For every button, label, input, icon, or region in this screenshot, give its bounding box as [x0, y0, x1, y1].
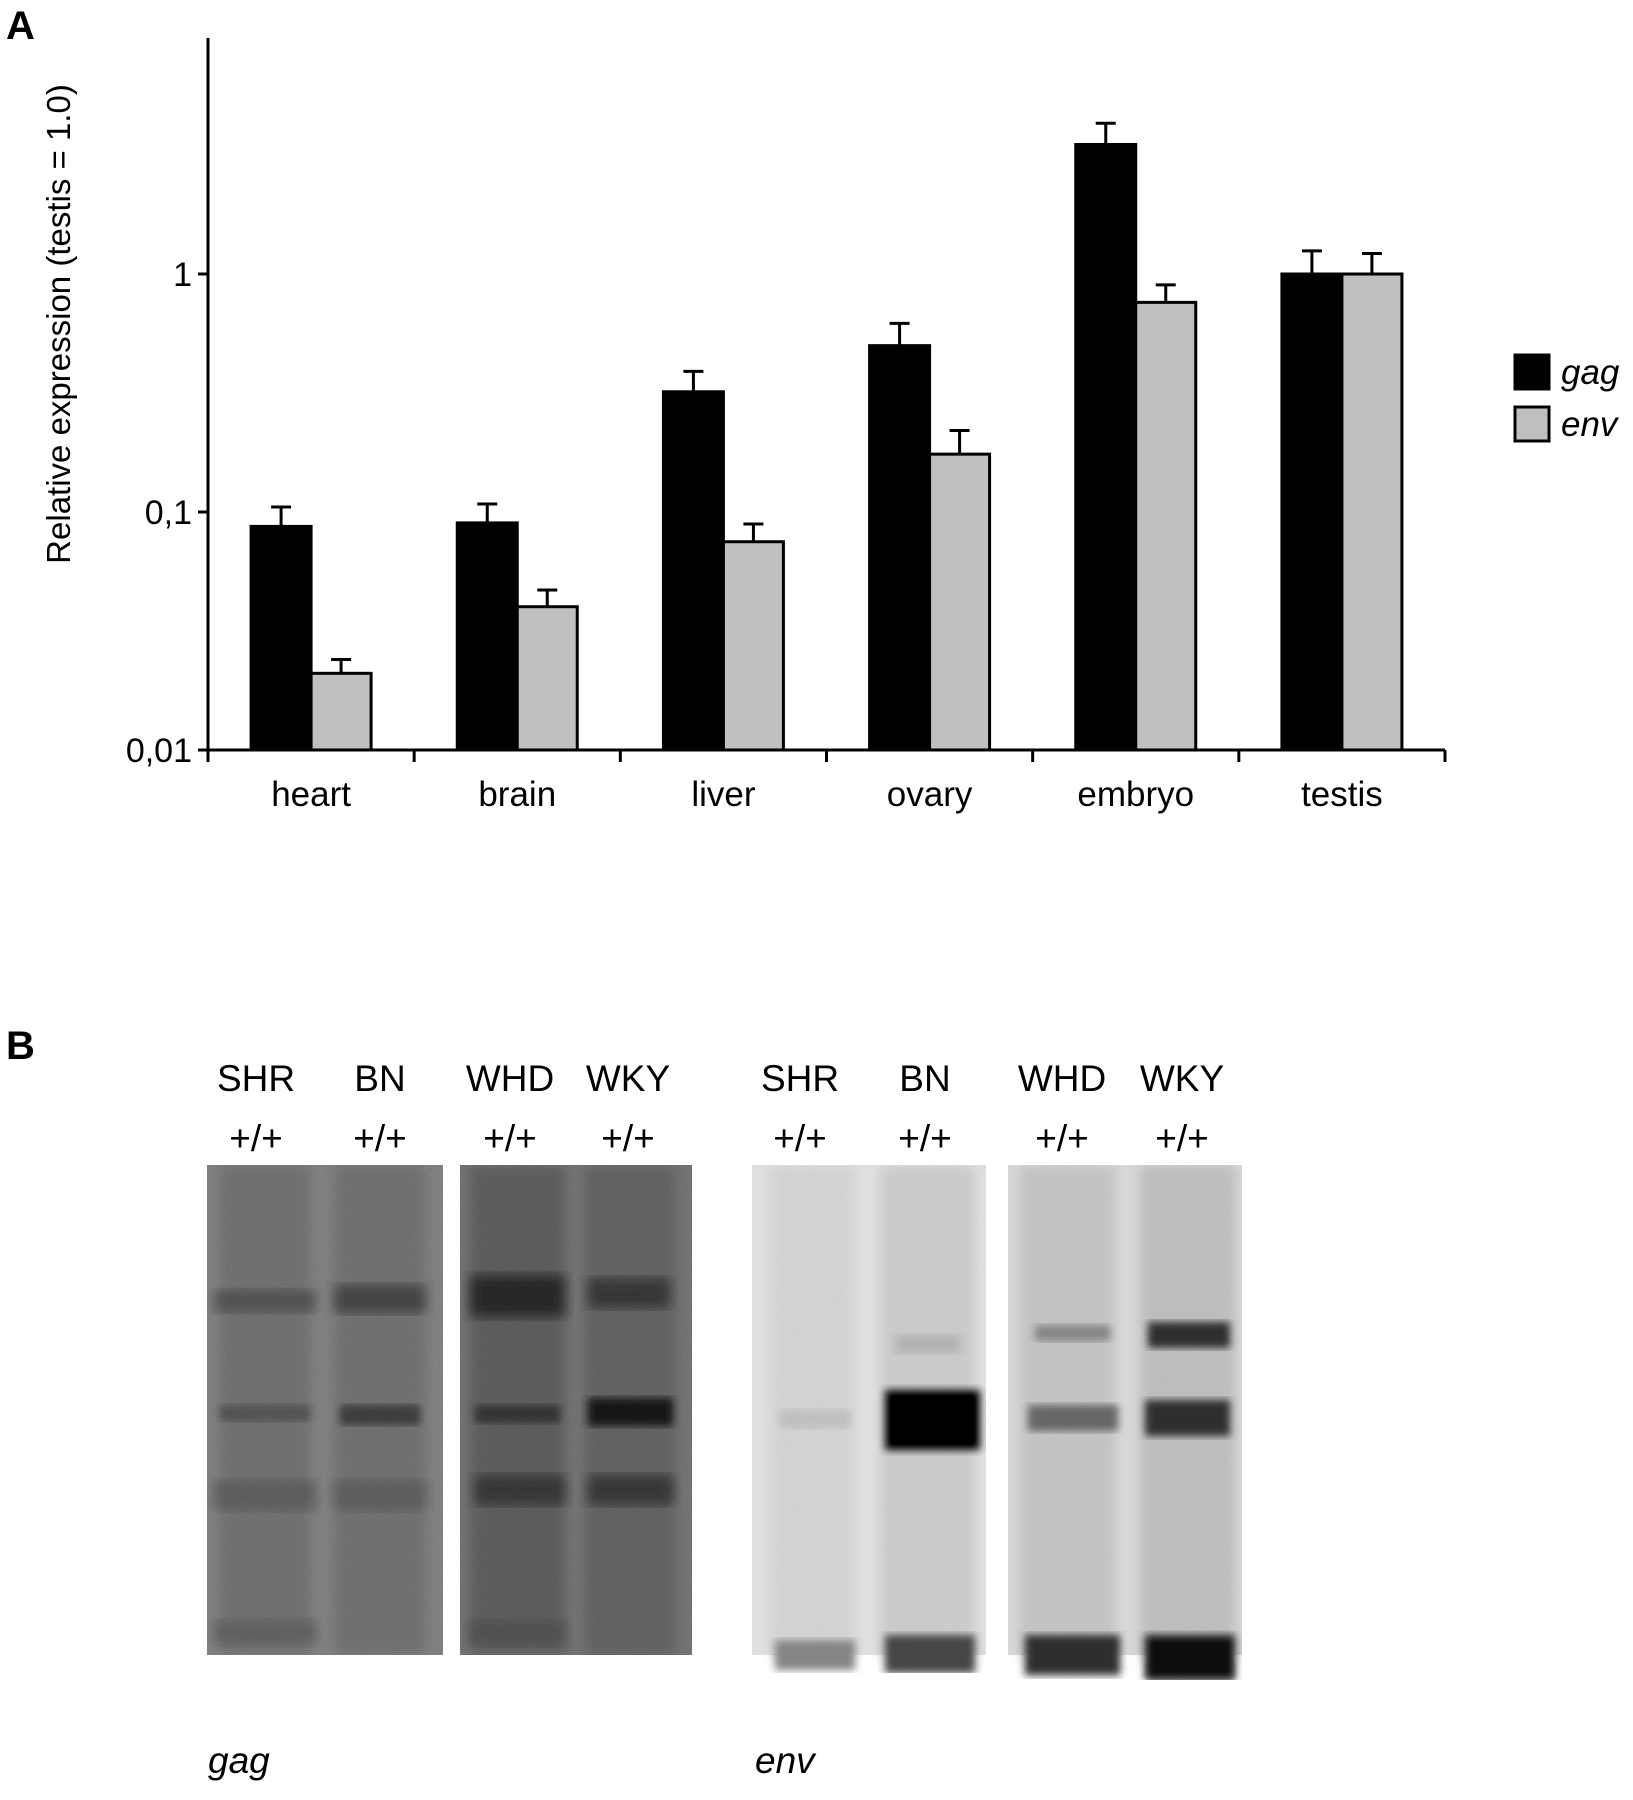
x-tick-label-brain: brain	[478, 775, 556, 814]
env-lane-label-whd: WHD	[1017, 1058, 1107, 1099]
bar-gag-heart	[249, 524, 313, 752]
env-gel-caption: env	[755, 1740, 815, 1781]
x-tick-label-heart: heart	[271, 775, 351, 814]
x-tick-label-testis: testis	[1301, 775, 1383, 814]
y-axis-label: Relative expression (testis = 1.0)	[40, 84, 77, 564]
bar-chart: 0,01 0,1 1 Relative expression (testis = 1.…	[40, 38, 1620, 814]
env-genotype-wky: +/+	[1155, 1118, 1209, 1159]
bar-env-ovary	[928, 452, 992, 752]
bar-env-testis	[1340, 272, 1404, 752]
legend-swatch-env	[1513, 405, 1551, 443]
legend-swatch-gag	[1513, 353, 1551, 391]
bar-env-heart	[309, 671, 373, 752]
bar-env-liver	[721, 540, 785, 752]
env-genotype-whd: +/+	[1035, 1118, 1089, 1159]
bar-env-embryo	[1134, 300, 1198, 752]
gag-lane-label-wky: WKY	[585, 1058, 671, 1099]
x-tick-label-ovary: ovary	[887, 775, 973, 814]
gag-lane-label-bn: BN	[354, 1058, 406, 1099]
env-gel-right	[1008, 1165, 1242, 1680]
bar-gag-embryo	[1074, 143, 1138, 752]
x-tick-label-embryo: embryo	[1077, 775, 1194, 814]
gag-gel-left	[207, 1165, 443, 1655]
panel-a-label: A	[6, 4, 35, 48]
x-tick-label-liver: liver	[691, 775, 756, 814]
y-tick-label-1: 0,1	[145, 494, 192, 532]
gag-genotype-whd: +/+	[483, 1118, 537, 1159]
gag-genotype-bn: +/+	[353, 1118, 407, 1159]
y-tick-label-2: 1	[173, 256, 192, 294]
env-genotype-shr: +/+	[773, 1118, 827, 1159]
gag-lane-label-shr: SHR	[216, 1058, 296, 1099]
panel-b-label: B	[6, 1024, 35, 1068]
bar-gag-ovary	[868, 344, 932, 752]
env-gel-left	[752, 1165, 986, 1673]
gag-lane-label-whd: WHD	[465, 1058, 555, 1099]
bar-env-brain	[515, 605, 579, 752]
env-lane-label-shr: SHR	[760, 1058, 840, 1099]
legend-label-gag: gag	[1561, 353, 1620, 392]
env-lane-label-wky: WKY	[1139, 1058, 1225, 1099]
gag-genotype-shr: +/+	[229, 1118, 283, 1159]
gag-gel-caption: gag	[208, 1740, 270, 1781]
bar-gag-liver	[661, 390, 725, 752]
gag-gel-right	[460, 1165, 692, 1655]
legend-label-env: env	[1561, 405, 1620, 444]
bar-gag-brain	[455, 521, 519, 752]
bar-gag-testis	[1280, 272, 1344, 752]
gag-genotype-wky: +/+	[601, 1118, 655, 1159]
env-genotype-bn: +/+	[898, 1118, 952, 1159]
env-lane-label-bn: BN	[899, 1058, 951, 1099]
y-tick-label-0: 0,01	[126, 732, 192, 770]
